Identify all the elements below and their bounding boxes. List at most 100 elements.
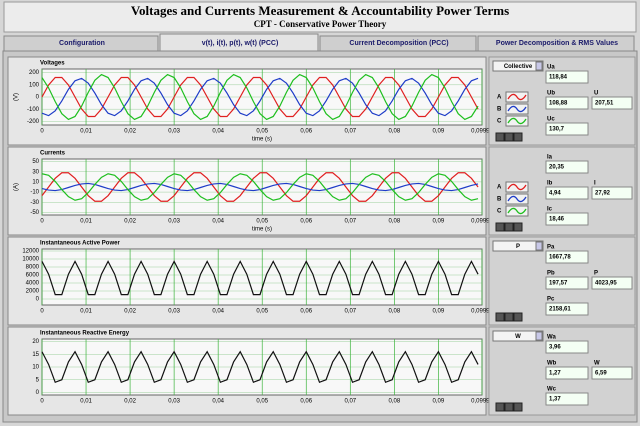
selector-arrow[interactable] xyxy=(535,61,543,71)
tool-button[interactable] xyxy=(495,402,505,412)
x-tick-label: 0,03 xyxy=(168,399,180,405)
y-tick-label: 10 xyxy=(32,179,39,185)
readout-box xyxy=(545,186,589,200)
x-tick-label: 0,09990 xyxy=(471,129,493,135)
series-line xyxy=(41,260,479,296)
readout-label: Ib xyxy=(547,181,553,187)
readout-label: Wc xyxy=(547,387,557,393)
legend-swatch xyxy=(507,117,527,125)
tab[interactable] xyxy=(477,35,635,52)
x-tick-label: 0,07 xyxy=(344,219,356,225)
tab-label[interactable]: v(t), i(t), p(t), w(t) (PCC) xyxy=(202,40,279,47)
tool-button[interactable] xyxy=(513,402,523,412)
y-tick-label: 30 xyxy=(32,169,39,175)
x-tick-label: 0,06 xyxy=(300,399,312,405)
tool-button[interactable] xyxy=(504,222,514,232)
readout-box xyxy=(545,276,589,290)
x-tick-label: 0,06 xyxy=(300,219,312,225)
readout-label: Pc xyxy=(547,297,555,303)
tab[interactable] xyxy=(319,35,477,52)
y-tick-label: 0 xyxy=(36,297,40,303)
y-tick-label: -10 xyxy=(30,190,39,196)
x-tick-label: 0,05 xyxy=(256,309,268,315)
selector[interactable] xyxy=(492,60,544,72)
selector-label[interactable]: Collective xyxy=(504,64,533,70)
tool-button[interactable] xyxy=(495,132,505,142)
readout-label: Ua xyxy=(547,65,555,71)
legend-label: B xyxy=(497,107,502,113)
chart-title: Voltages xyxy=(40,61,65,67)
x-tick-label: 0 xyxy=(40,309,44,315)
series-line xyxy=(41,172,479,202)
x-tick-label: 0,09 xyxy=(433,219,445,225)
y-tick-label: 2000 xyxy=(26,289,40,295)
selector-label[interactable]: W xyxy=(515,334,521,340)
y-tick-label: 10000 xyxy=(22,257,39,263)
readout-value: 108,88 xyxy=(549,101,568,107)
total-box xyxy=(591,96,633,110)
tab[interactable] xyxy=(159,33,319,52)
tool-button[interactable] xyxy=(513,132,523,142)
tool-button[interactable] xyxy=(495,312,505,322)
chart-title: Instantaneous Active Power xyxy=(40,241,120,247)
readout-value: 1667,78 xyxy=(549,255,571,261)
series-line xyxy=(41,350,479,384)
legend-label: C xyxy=(497,119,502,125)
x-tick-label: 0,03 xyxy=(168,219,180,225)
x-tick-label: 0,05 xyxy=(256,129,268,135)
x-tick-label: 0,01 xyxy=(80,309,92,315)
series-line xyxy=(41,73,479,121)
selector-arrow[interactable] xyxy=(535,331,543,341)
readout-label: Uc xyxy=(547,117,555,123)
tool-button[interactable] xyxy=(504,312,514,322)
readout-box xyxy=(545,340,589,354)
x-tick-label: 0,08 xyxy=(389,309,401,315)
x-tick-label: 0,07 xyxy=(344,399,356,405)
y-tick-label: 50 xyxy=(32,159,39,165)
tab-label[interactable]: Power Decomposition & RMS Values xyxy=(496,40,618,47)
selector[interactable] xyxy=(492,330,544,342)
readout-value: 197,57 xyxy=(549,281,568,287)
selector-arrow[interactable] xyxy=(535,241,543,251)
total-label: W xyxy=(594,361,600,367)
total-value: 6,59 xyxy=(595,371,607,377)
tool-button[interactable] xyxy=(495,222,505,232)
selector-label[interactable]: P xyxy=(516,244,520,250)
tab[interactable] xyxy=(3,35,159,52)
total-label: I xyxy=(594,181,596,187)
y-tick-label: 0 xyxy=(36,95,40,101)
total-box xyxy=(591,186,633,200)
readout-box xyxy=(545,302,589,316)
legend-label: C xyxy=(497,209,502,215)
x-tick-label: 0,01 xyxy=(80,129,92,135)
readout-label: Ic xyxy=(547,207,553,213)
x-tick-label: 0,09990 xyxy=(471,399,493,405)
x-tick-label: 0,03 xyxy=(168,129,180,135)
tab-label[interactable]: Configuration xyxy=(59,40,105,47)
x-tick-label: 0,08 xyxy=(389,129,401,135)
readout-box xyxy=(545,70,589,84)
y-tick-label: 200 xyxy=(29,70,40,76)
y-axis-label: (A) xyxy=(14,183,20,191)
y-tick-label: 8000 xyxy=(26,265,40,271)
total-label: U xyxy=(594,91,598,97)
total-value: 27,92 xyxy=(595,191,611,197)
total-label: P xyxy=(594,271,598,277)
tool-button[interactable] xyxy=(513,222,523,232)
readout-value: 1,37 xyxy=(549,397,561,403)
x-tick-label: 0,04 xyxy=(212,309,224,315)
y-tick-label: -200 xyxy=(27,119,40,125)
y-tick-label: 4000 xyxy=(26,281,40,287)
readout-box xyxy=(545,160,589,174)
total-box xyxy=(591,276,633,290)
readout-value: 130,7 xyxy=(549,127,565,133)
y-tick-label: -50 xyxy=(30,210,39,216)
selector[interactable] xyxy=(492,240,544,252)
tool-button[interactable] xyxy=(504,132,514,142)
readout-label: Ub xyxy=(547,91,555,97)
total-box xyxy=(591,366,633,380)
tab-label[interactable]: Current Decomposition (PCC) xyxy=(349,40,448,47)
tool-button[interactable] xyxy=(504,402,514,412)
tool-button[interactable] xyxy=(513,312,523,322)
legend-swatch xyxy=(507,183,527,191)
